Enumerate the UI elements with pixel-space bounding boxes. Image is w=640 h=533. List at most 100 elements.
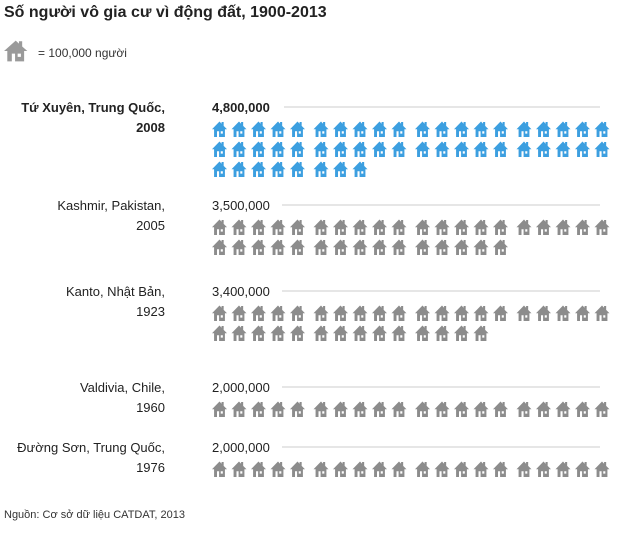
house-icon xyxy=(473,239,489,256)
house-icon xyxy=(536,305,551,322)
value-label: 2,000,000 xyxy=(212,440,270,455)
house-icon xyxy=(352,461,368,478)
category-label: Tứ Xuyên, Trung Quốc, xyxy=(21,100,165,115)
house-icon xyxy=(493,401,508,418)
house-icon xyxy=(594,141,610,158)
house-icon xyxy=(516,401,532,418)
house-icon xyxy=(313,141,329,158)
house-icon xyxy=(536,401,551,418)
value-label: 3,500,000 xyxy=(212,198,270,213)
category-label: 2005 xyxy=(136,218,165,233)
house-icon xyxy=(231,141,247,158)
house-icon xyxy=(212,141,227,158)
house-icon xyxy=(251,239,266,256)
house-icon xyxy=(454,141,469,158)
house-icon xyxy=(212,325,227,342)
house-icon xyxy=(434,461,450,478)
house-icon xyxy=(415,239,430,256)
house-icon xyxy=(434,141,450,158)
house-icon xyxy=(415,141,430,158)
house-icon xyxy=(555,141,571,158)
house-icon xyxy=(415,325,430,342)
house-icon xyxy=(454,305,469,322)
house-icon xyxy=(313,161,329,178)
value-label: 4,800,000 xyxy=(212,100,270,115)
house-icon xyxy=(391,461,407,478)
house-icon xyxy=(290,305,305,322)
house-icon xyxy=(391,239,407,256)
house-icon xyxy=(352,161,368,178)
house-icon xyxy=(270,325,286,342)
house-icon xyxy=(516,219,532,236)
house-icon xyxy=(231,325,247,342)
house-icon xyxy=(434,305,450,322)
house-icon xyxy=(231,161,247,178)
house-icon xyxy=(352,219,368,236)
house-icon xyxy=(251,141,266,158)
house-icon xyxy=(391,401,407,418)
value-label: 2,000,000 xyxy=(212,380,270,395)
legend-text: = 100,000 người xyxy=(38,46,127,60)
house-icon xyxy=(333,161,348,178)
house-icon xyxy=(454,121,469,138)
house-icon xyxy=(290,239,305,256)
house-icon xyxy=(4,40,28,62)
category-label: Đường Sơn, Trung Quốc, xyxy=(17,440,165,455)
house-icon xyxy=(434,239,450,256)
house-icon xyxy=(493,305,508,322)
value-label: 3,400,000 xyxy=(212,284,270,299)
house-icon xyxy=(212,121,227,138)
house-icon xyxy=(415,219,430,236)
house-icon xyxy=(372,141,387,158)
house-icon xyxy=(313,121,329,138)
house-icon xyxy=(270,161,286,178)
house-icon xyxy=(352,325,368,342)
house-icon xyxy=(473,121,489,138)
house-icon xyxy=(352,239,368,256)
house-icon xyxy=(415,401,430,418)
house-icon xyxy=(251,401,266,418)
house-icon xyxy=(251,325,266,342)
category-label: 1960 xyxy=(136,400,165,415)
category-label: 1976 xyxy=(136,460,165,475)
house-icon xyxy=(454,401,469,418)
house-icon xyxy=(516,461,532,478)
house-icon xyxy=(594,461,610,478)
house-icon xyxy=(415,305,430,322)
house-icon xyxy=(536,141,551,158)
house-icon xyxy=(555,121,571,138)
house-icon xyxy=(333,461,348,478)
house-icon xyxy=(493,121,508,138)
house-icon xyxy=(212,239,227,256)
house-icon xyxy=(391,325,407,342)
house-icon xyxy=(473,141,489,158)
house-icon xyxy=(290,461,305,478)
house-icon xyxy=(493,219,508,236)
source-note: Nguồn: Cơ sở dữ liệu CATDAT, 2013 xyxy=(4,509,185,521)
house-icon xyxy=(313,325,329,342)
house-icon xyxy=(391,305,407,322)
house-icon xyxy=(372,239,387,256)
house-icon xyxy=(290,219,305,236)
house-icon xyxy=(212,161,227,178)
house-icon xyxy=(290,401,305,418)
house-icon xyxy=(352,305,368,322)
house-icon xyxy=(270,305,286,322)
house-icon xyxy=(333,239,348,256)
house-icon xyxy=(333,401,348,418)
house-icon xyxy=(313,239,329,256)
house-icon xyxy=(290,161,305,178)
house-icon xyxy=(251,121,266,138)
house-icon xyxy=(575,141,590,158)
house-icon xyxy=(352,121,368,138)
house-icon xyxy=(415,121,430,138)
house-icon xyxy=(313,305,329,322)
house-icon xyxy=(415,461,430,478)
house-icon xyxy=(493,461,508,478)
house-icon xyxy=(594,305,610,322)
house-icon xyxy=(575,461,590,478)
house-icon xyxy=(372,219,387,236)
house-icon xyxy=(313,461,329,478)
house-icon xyxy=(352,401,368,418)
